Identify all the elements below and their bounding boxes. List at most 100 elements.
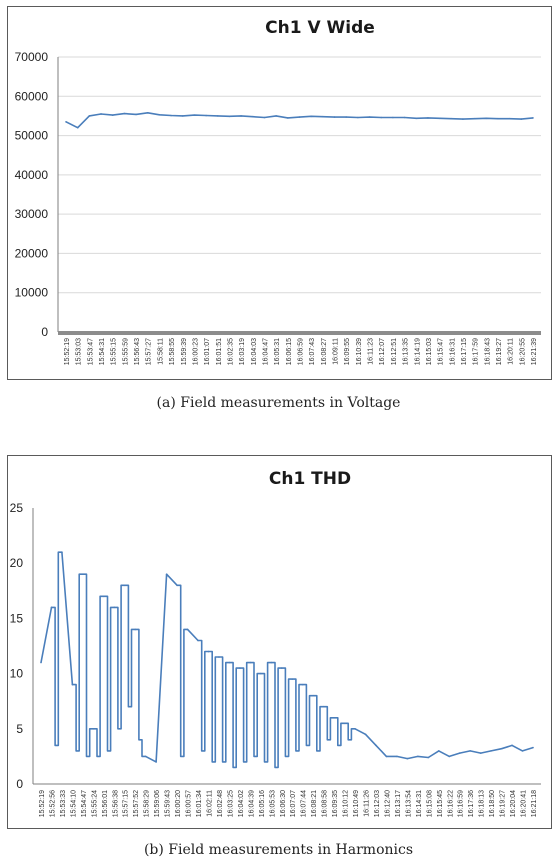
voltage-chart-panel: Ch1 V Wide 0 10000 20000 30000 40000 50000 6000… — [7, 6, 552, 380]
voltage-x-tick-label: 16:00:23 — [192, 338, 199, 365]
thd-x-tick-label: 16:19:27 — [500, 790, 507, 817]
voltage-data-point — [403, 116, 406, 119]
thd-x-tick-label: 15:59:43 — [165, 790, 172, 817]
thd-data-point — [521, 750, 524, 752]
thd-x-tick-label: 16:05:53 — [269, 790, 276, 817]
voltage-x-tick-label: 16:09:55 — [344, 338, 351, 365]
voltage-x-tick-label: 16:09:11 — [333, 338, 340, 365]
thd-data-point — [511, 744, 513, 747]
thd-x-tick-label: 15:59:06 — [154, 790, 161, 817]
thd-x-tick-label: 16:02:48 — [217, 790, 224, 817]
thd-x-tick-label: 16:12:40 — [384, 790, 391, 817]
thd-data-point — [375, 744, 377, 747]
thd-data-point — [301, 683, 304, 686]
thd-data-point — [82, 573, 84, 576]
thd-data-point — [427, 756, 430, 759]
thd-x-tick-label: 16:10:12 — [343, 790, 350, 817]
thd-data-point — [186, 628, 189, 631]
voltage-x-tick-label: 15:53:03 — [76, 338, 83, 365]
thd-data-point — [176, 584, 178, 587]
voltage-data-point — [76, 126, 79, 129]
voltage-data-point — [427, 117, 429, 119]
voltage-x-tick-label: 15:57:27 — [146, 338, 153, 365]
voltage-x-tick-label: 16:10:39 — [356, 338, 363, 365]
thd-y-tick-label: 5 — [16, 722, 23, 736]
thd-data-point — [469, 750, 471, 752]
voltage-data-point — [205, 114, 207, 117]
thd-x-tick-label: 15:55:24 — [91, 790, 98, 817]
voltage-x-tick-label: 15:53:47 — [87, 338, 94, 365]
voltage-x-tick-label: 15:58:11 — [157, 338, 164, 365]
thd-x-tick-label: 16:13:17 — [395, 790, 402, 817]
thd-y-tick-label: 20 — [10, 556, 24, 570]
voltage-data-point — [485, 117, 488, 120]
thd-data-point — [270, 661, 273, 664]
voltage-x-tick-label: 16:02:35 — [227, 338, 234, 365]
voltage-x-tick-label: 16:01:51 — [216, 338, 223, 365]
voltage-data-point — [520, 118, 523, 120]
thd-data-point — [291, 678, 294, 680]
thd-data-line — [40, 551, 534, 769]
voltage-chart-title: Ch1 V Wide — [265, 18, 375, 38]
voltage-data-point — [462, 118, 464, 120]
thd-x-tick-label: 15:56:01 — [102, 790, 109, 817]
thd-x-tick-label: 16:14:31 — [416, 790, 423, 817]
voltage-data-point — [380, 116, 383, 119]
voltage-x-tick-label: 16:20:11 — [508, 338, 515, 365]
thd-y-tick-label: 0 — [16, 777, 23, 791]
thd-x-tick-label: 16:16:59 — [458, 790, 465, 817]
thd-y-tick-label: 10 — [10, 667, 24, 681]
thd-data-point — [134, 628, 137, 631]
voltage-x-tick-label: 16:05:31 — [274, 338, 281, 365]
voltage-y-tick-label: 10000 — [15, 286, 49, 300]
thd-x-tick-label: 16:01:34 — [196, 790, 203, 817]
thd-data-point — [532, 746, 534, 749]
voltage-x-tick-label: 16:20:55 — [519, 338, 526, 365]
thd-x-tick-label: 16:18:50 — [489, 790, 496, 817]
voltage-x-tick-label: 15:59:39 — [181, 338, 188, 365]
voltage-y-tick-label: 60000 — [15, 89, 49, 103]
thd-x-tick-label: 16:15:08 — [426, 790, 433, 817]
voltage-data-point — [357, 116, 359, 119]
thd-x-tick-label: 16:04:39 — [248, 790, 255, 817]
thd-data-point — [207, 650, 210, 653]
thd-x-tick-label: 16:20:41 — [521, 790, 528, 817]
voltage-y-tick-label: 40000 — [15, 168, 49, 182]
thd-x-tick-label: 16:12:03 — [374, 790, 381, 817]
voltage-x-tick-label: 16:16:31 — [449, 338, 456, 365]
voltage-chart: Ch1 V Wide 0 10000 20000 30000 40000 50000 6000… — [15, 18, 541, 365]
voltage-data-point — [181, 115, 184, 117]
voltage-data-point — [252, 115, 254, 118]
thd-x-tick-label: 16:08:21 — [311, 790, 318, 817]
thd-x-tick-label: 15:57:15 — [123, 790, 130, 817]
voltage-x-tick-label: 15:58:55 — [169, 338, 176, 365]
thd-data-point — [448, 755, 451, 758]
voltage-x-tick-label: 16:08:27 — [321, 338, 328, 365]
thd-x-tick-label: 16:09:35 — [332, 790, 339, 817]
voltage-data-point — [263, 116, 266, 119]
thd-x-tick-label: 16:20:04 — [510, 790, 517, 817]
thd-data-point — [155, 761, 157, 763]
voltage-data-point — [497, 117, 499, 120]
thd-y-tick-label: 25 — [10, 501, 24, 515]
thd-data-point — [500, 747, 503, 750]
thd-x-tick-label: 16:16:22 — [447, 790, 454, 817]
voltage-data-point — [438, 117, 441, 120]
voltage-x-tick-label: 16:01:07 — [204, 338, 211, 365]
thd-data-point — [260, 672, 262, 675]
thd-data-point — [322, 705, 325, 708]
voltage-x-tick-label: 16:12:07 — [379, 338, 386, 365]
voltage-data-point — [508, 117, 511, 120]
thd-x-tick-label: 16:07:07 — [290, 790, 297, 817]
voltage-x-tick-label: 16:06:59 — [298, 338, 305, 365]
thd-y-tick-label: 15 — [10, 611, 24, 625]
thd-x-tick-label: 15:54:47 — [81, 790, 88, 817]
voltage-x-tick-label: 15:54:31 — [99, 338, 106, 365]
voltage-x-tick-label: 16:12:51 — [391, 338, 398, 365]
voltage-data-point — [88, 115, 91, 117]
voltage-data-point — [310, 115, 312, 118]
voltage-x-tick-label: 16:13:35 — [403, 338, 410, 365]
voltage-data-point — [450, 117, 453, 120]
voltage-x-tick-label: 15:55:59 — [122, 338, 129, 365]
voltage-data-point — [333, 116, 336, 118]
